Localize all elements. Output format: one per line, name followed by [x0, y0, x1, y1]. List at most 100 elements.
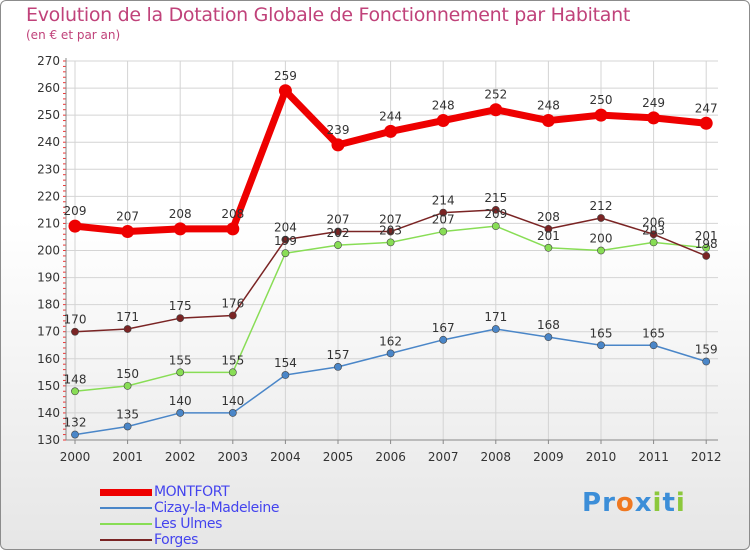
data-point [439, 335, 448, 344]
legend-swatch [100, 523, 152, 525]
proxiti-logo: Proxiti [582, 488, 686, 518]
data-label: 168 [537, 318, 560, 332]
data-label: 171 [116, 310, 139, 324]
data-label: 250 [590, 93, 613, 107]
data-point [384, 124, 398, 138]
series-cizay-la-madeleine [71, 325, 711, 439]
legend-item: Cizay-la-Madeleine [100, 500, 279, 516]
data-label: 165 [590, 326, 613, 340]
data-label: 170 [64, 313, 87, 327]
data-point [439, 227, 448, 236]
data-label: 155 [221, 353, 244, 367]
data-label: 157 [327, 348, 350, 362]
data-label: 199 [274, 234, 297, 248]
data-point [702, 357, 711, 366]
data-point [228, 311, 237, 320]
data-point [176, 368, 185, 377]
data-point [71, 327, 79, 336]
data-point [702, 252, 711, 260]
legend-swatch [100, 507, 152, 509]
data-label: 209 [64, 204, 87, 218]
data-label: 202 [327, 226, 350, 240]
data-point [594, 108, 608, 122]
data-label: 148 [64, 372, 87, 386]
y-tick-labels: 130 140 150 160 170 180 190 200 210 220 230 240 250 2… [37, 54, 60, 447]
data-label: 208 [537, 210, 560, 224]
x-tick-label: 2000 [60, 450, 91, 464]
data-point [541, 114, 555, 128]
data-point [597, 214, 605, 222]
data-label: 207 [379, 213, 402, 227]
x-tick-label: 2010 [586, 450, 617, 464]
x-tick-label: 2003 [218, 450, 249, 464]
y-tick-label: 260 [37, 81, 60, 95]
data-label: 259 [274, 69, 297, 83]
data-label: 206 [642, 215, 665, 229]
y-tick-label: 220 [37, 189, 60, 203]
data-point [226, 222, 240, 236]
x-tick-label: 2004 [270, 450, 301, 464]
data-label: 248 [432, 99, 455, 113]
data-point [173, 222, 187, 236]
data-point [334, 227, 342, 236]
data-label: 135 [116, 407, 139, 421]
data-point [491, 325, 500, 333]
legend-item: Les Ulmes [100, 516, 279, 532]
data-label: 201 [695, 229, 718, 243]
data-point [649, 230, 658, 239]
data-label: 201 [537, 229, 560, 243]
data-label: 162 [379, 334, 402, 348]
data-label: 154 [274, 356, 297, 370]
legend-label: MONTFORT [154, 484, 230, 500]
data-labels: 132 135 140 140 154 157 162 167 171 168 165 165 159 1… [64, 69, 718, 430]
legend-swatch [100, 488, 152, 496]
chart-title: Evolution de la Dotation Globale de Fonc… [26, 4, 631, 26]
data-point [176, 314, 185, 323]
legend-label: Cizay-la-Madeleine [154, 500, 280, 516]
chart-subtitle: (en € et par an) [26, 28, 121, 42]
data-label: 203 [379, 223, 402, 237]
data-label: 159 [695, 342, 718, 356]
x-tick-label: 2012 [691, 450, 722, 464]
legend-swatch [100, 539, 152, 541]
data-point [71, 387, 79, 396]
data-label: 247 [695, 101, 718, 115]
x-tick-label: 2009 [533, 450, 564, 464]
data-point [176, 409, 185, 417]
y-tick-label: 160 [37, 352, 60, 366]
data-label: 155 [169, 353, 192, 367]
data-label: 198 [695, 237, 718, 251]
data-point [123, 381, 132, 390]
data-point [544, 224, 553, 233]
data-label: 176 [221, 296, 244, 310]
data-label: 208 [169, 207, 192, 221]
logo-letter: o [615, 488, 635, 518]
data-point [278, 84, 292, 98]
logo-letter: i [675, 488, 686, 518]
data-point [597, 246, 605, 255]
y-tick-label: 250 [37, 108, 60, 122]
data-point [386, 227, 395, 236]
data-label: 207 [116, 210, 139, 224]
data-label: 200 [590, 232, 613, 246]
data-point [71, 430, 79, 439]
legend: MONTFORT Cizay-la-Madeleine Les Ulmes Forge… [100, 484, 279, 548]
logo-letter: r [602, 488, 616, 518]
data-point [121, 225, 135, 239]
y-tick-label: 140 [37, 406, 60, 420]
data-point [702, 243, 711, 252]
data-point [123, 422, 132, 431]
data-point [491, 205, 500, 214]
legend-item: MONTFORT [100, 484, 279, 500]
data-label: 204 [274, 221, 297, 235]
grid-lines [66, 60, 718, 441]
data-point [649, 238, 658, 247]
y-tick-label: 240 [37, 135, 60, 149]
y-tick-label: 270 [37, 54, 60, 68]
axes [63, 58, 718, 444]
data-label: 167 [432, 321, 455, 335]
data-point [281, 371, 290, 379]
data-point [699, 116, 713, 130]
y-tick-label: 130 [37, 433, 60, 447]
